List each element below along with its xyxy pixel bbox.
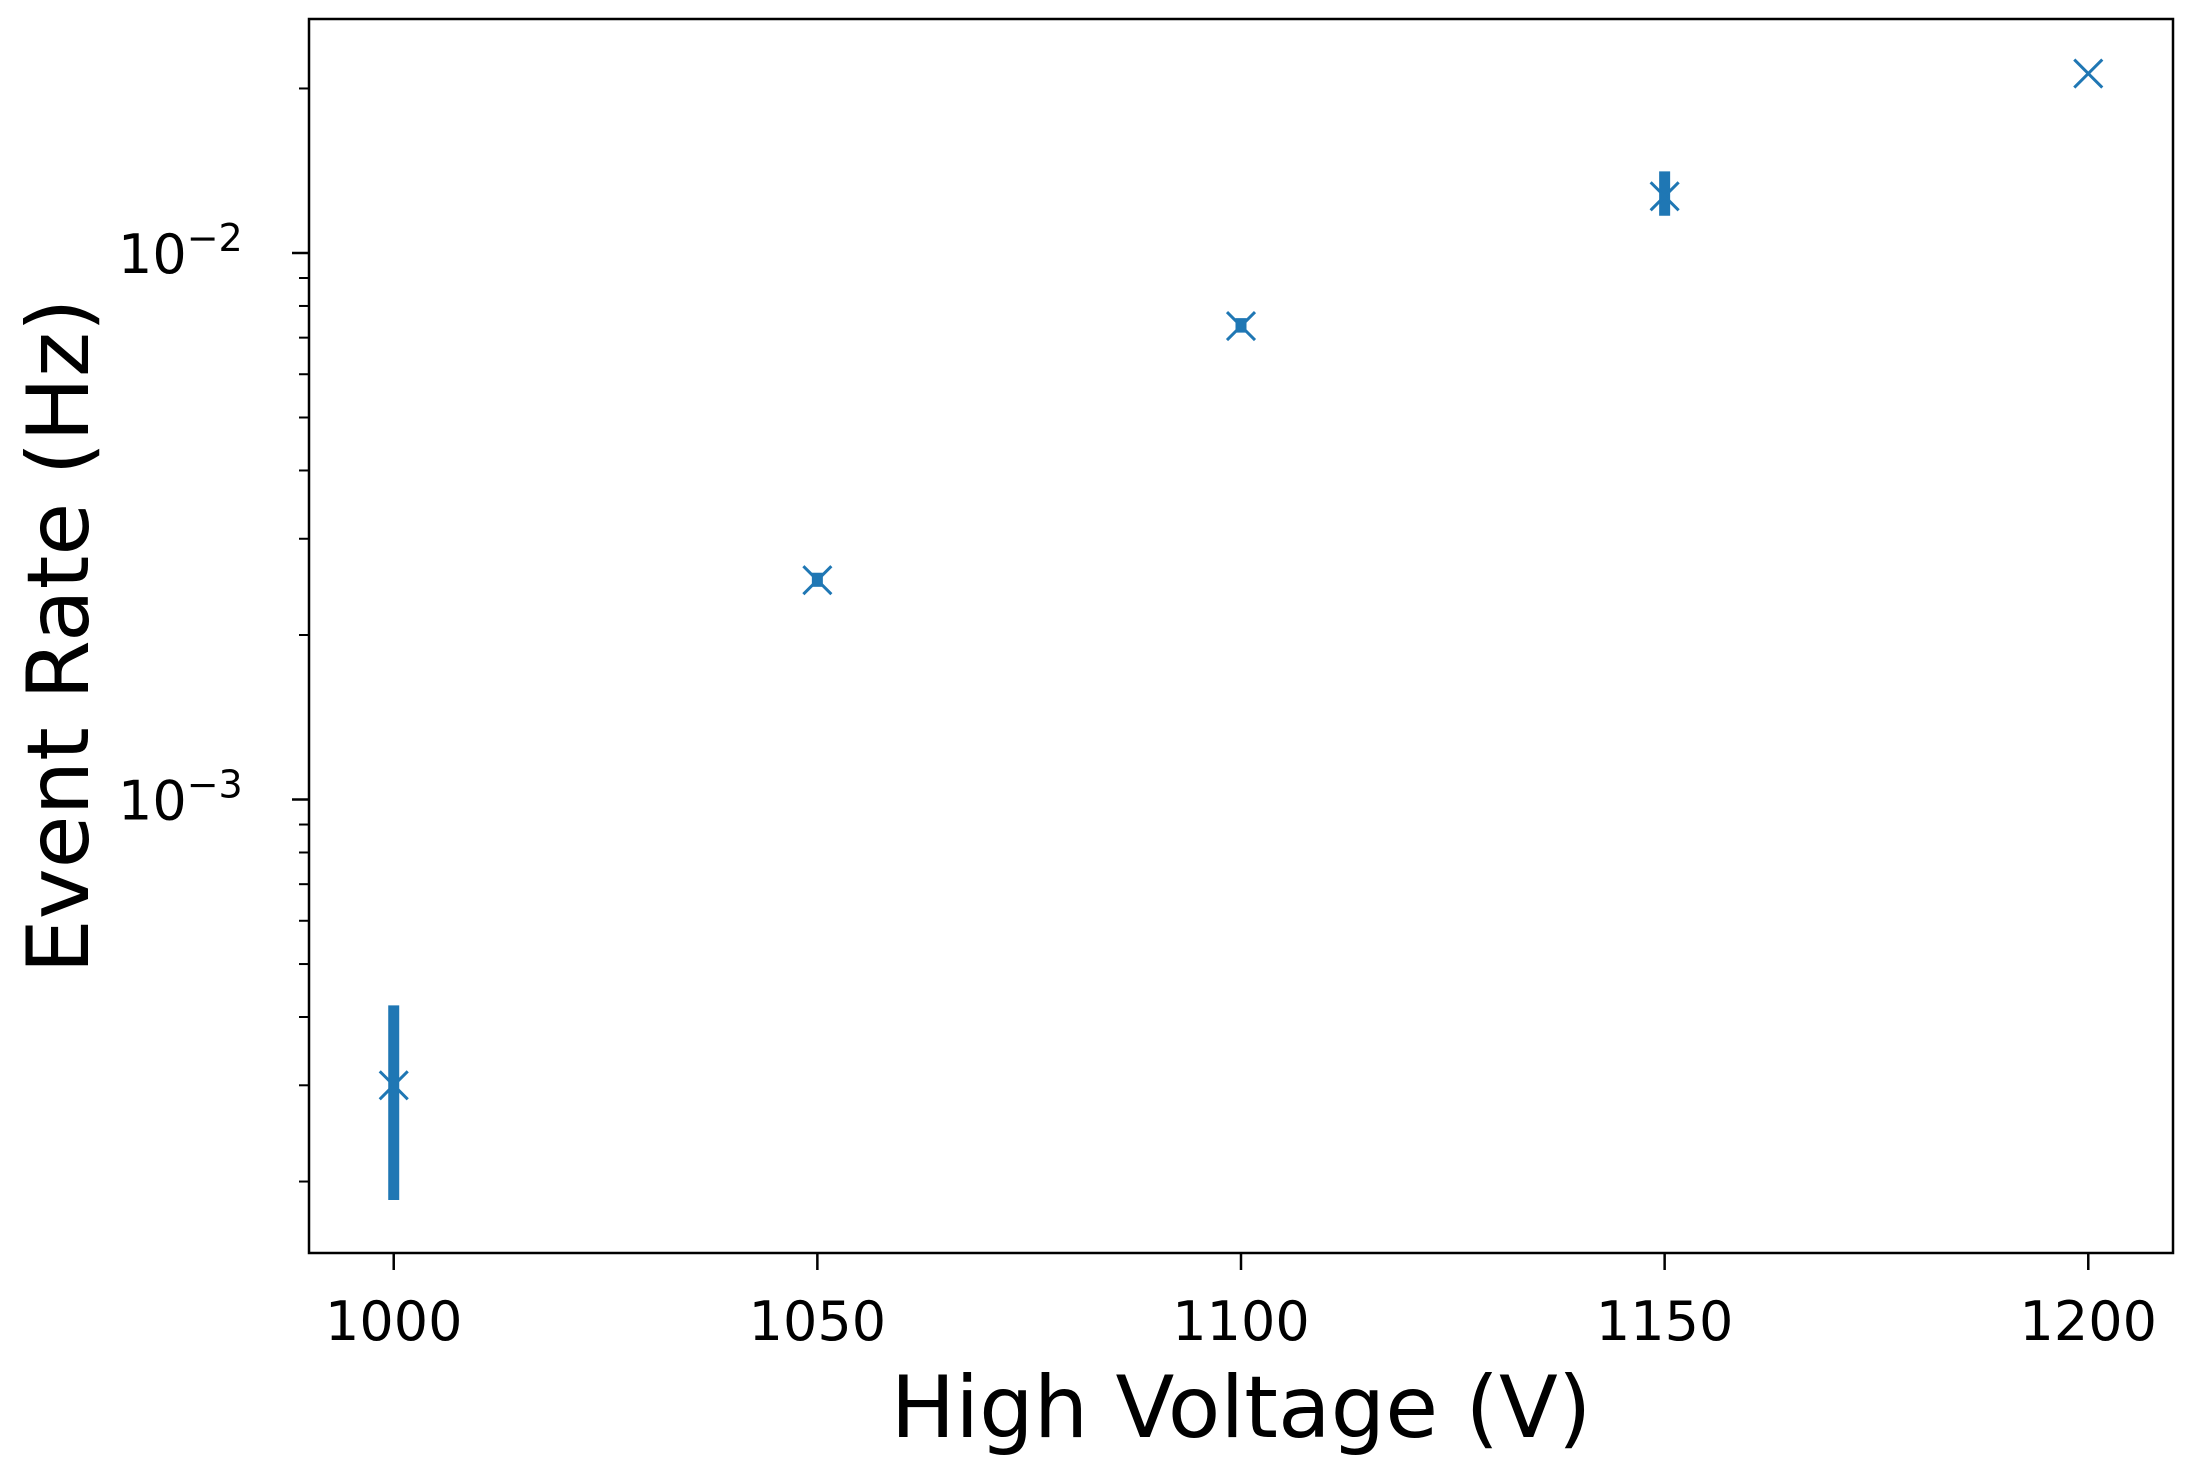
data-point	[802, 565, 833, 596]
axes-frame	[307, 17, 2175, 1255]
data-point	[378, 1070, 409, 1101]
data-point	[2073, 58, 2104, 89]
x-axis-title: High Voltage (V)	[891, 1358, 1592, 1458]
y-tick-label: 10−3	[118, 763, 243, 833]
data-point	[1649, 181, 1680, 212]
plot-area	[378, 58, 2104, 1201]
x-tick-label: 1100	[1172, 1290, 1309, 1353]
y-tick-label-base: 10	[118, 223, 187, 286]
x-tick-label: 1000	[325, 1290, 462, 1353]
x-axis-ticks: 1000 1050 1100 1150 1200	[325, 1253, 2157, 1353]
y-tick-label-exponent: −2	[187, 216, 243, 260]
data-point	[1225, 311, 1257, 342]
x-tick-label: 1050	[749, 1290, 886, 1353]
y-tick-label-exponent: −3	[187, 763, 243, 807]
x-tick-label: 1150	[1596, 1290, 1733, 1353]
y-tick-label-base: 10	[118, 770, 187, 833]
y-axis-title: Event Rate (Hz)	[9, 298, 109, 973]
y-axis-ticks: 10−310−2	[118, 87, 309, 1183]
x-tick-label: 1200	[2020, 1290, 2157, 1353]
y-tick-label: 10−2	[118, 216, 243, 286]
